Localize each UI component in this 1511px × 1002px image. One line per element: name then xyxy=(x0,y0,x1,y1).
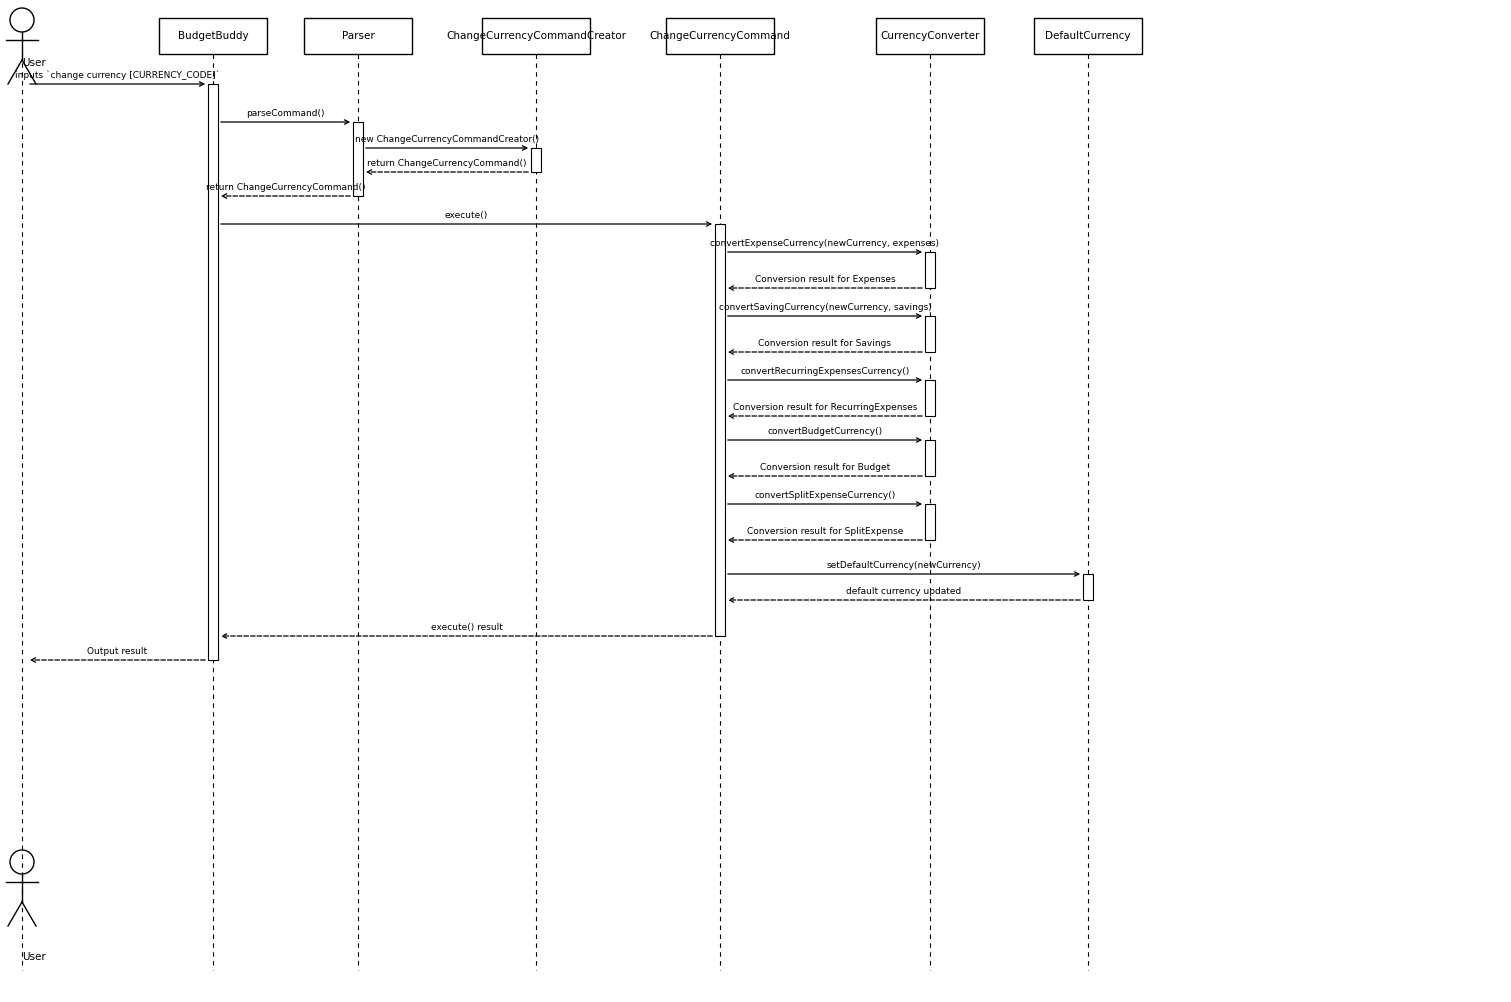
Text: return ChangeCurrencyCommand(): return ChangeCurrencyCommand() xyxy=(205,183,366,192)
Text: execute() result: execute() result xyxy=(431,623,503,632)
Text: BudgetBuddy: BudgetBuddy xyxy=(178,31,248,41)
Text: Parser: Parser xyxy=(341,31,375,41)
Text: CurrencyConverter: CurrencyConverter xyxy=(881,31,979,41)
Bar xyxy=(159,18,267,54)
Text: Output result: Output result xyxy=(88,647,148,656)
Bar xyxy=(876,18,984,54)
Bar xyxy=(354,122,363,196)
Text: setDefaultCurrency(newCurrency): setDefaultCurrency(newCurrency) xyxy=(827,561,981,570)
Text: User: User xyxy=(23,58,45,68)
Bar xyxy=(304,18,413,54)
Bar xyxy=(1034,18,1142,54)
Text: convertBudgetCurrency(): convertBudgetCurrency() xyxy=(768,427,882,436)
Text: inputs `change currency [CURRENCY_CODE]`: inputs `change currency [CURRENCY_CODE]` xyxy=(15,70,221,80)
Text: convertRecurringExpensesCurrency(): convertRecurringExpensesCurrency() xyxy=(740,367,910,376)
Text: default currency updated: default currency updated xyxy=(846,587,961,596)
Text: Conversion result for Budget: Conversion result for Budget xyxy=(760,463,890,472)
Text: Conversion result for Savings: Conversion result for Savings xyxy=(759,339,891,348)
Bar xyxy=(530,148,541,172)
Text: convertExpenseCurrency(newCurrency, expenses): convertExpenseCurrency(newCurrency, expe… xyxy=(710,239,940,248)
Text: return ChangeCurrencyCommand(): return ChangeCurrencyCommand() xyxy=(367,159,527,168)
Bar xyxy=(715,224,725,636)
Bar xyxy=(925,504,935,540)
Text: User: User xyxy=(23,952,45,962)
Text: ChangeCurrencyCommandCreator: ChangeCurrencyCommandCreator xyxy=(446,31,626,41)
Bar xyxy=(209,84,218,660)
Bar xyxy=(1083,574,1092,600)
Text: parseCommand(): parseCommand() xyxy=(246,109,325,118)
Bar xyxy=(482,18,589,54)
Text: convertSavingCurrency(newCurrency, savings): convertSavingCurrency(newCurrency, savin… xyxy=(719,303,931,312)
Text: convertSplitExpenseCurrency(): convertSplitExpenseCurrency() xyxy=(754,491,896,500)
Bar xyxy=(925,380,935,416)
Text: new ChangeCurrencyCommandCreator(): new ChangeCurrencyCommandCreator() xyxy=(355,135,539,144)
Bar xyxy=(925,252,935,288)
Bar xyxy=(666,18,774,54)
Bar xyxy=(925,440,935,476)
Text: ChangeCurrencyCommand: ChangeCurrencyCommand xyxy=(650,31,790,41)
Bar xyxy=(925,316,935,352)
Text: DefaultCurrency: DefaultCurrency xyxy=(1046,31,1130,41)
Text: Conversion result for SplitExpense: Conversion result for SplitExpense xyxy=(746,527,904,536)
Text: Conversion result for Expenses: Conversion result for Expenses xyxy=(754,275,896,284)
Text: Conversion result for RecurringExpenses: Conversion result for RecurringExpenses xyxy=(733,403,917,412)
Text: execute(): execute() xyxy=(444,211,488,220)
